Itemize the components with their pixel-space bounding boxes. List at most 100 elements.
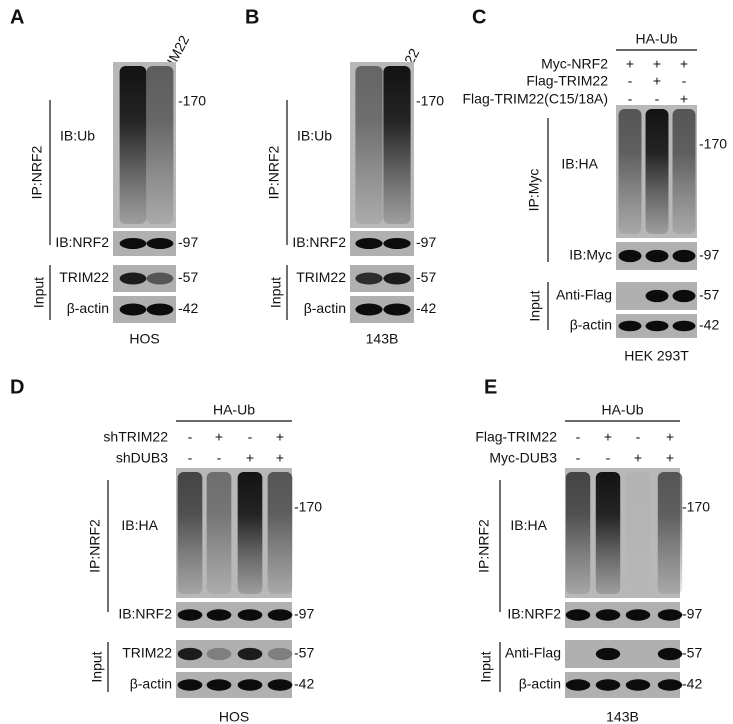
band [146,272,174,285]
band [267,647,293,661]
smear [618,109,642,234]
smear [645,109,669,234]
band [657,609,683,621]
band [618,320,642,332]
treatment-sign: + [666,450,674,466]
band [672,249,696,263]
band [206,647,232,661]
panel-label: E [484,376,497,398]
panel-label: B [245,6,259,28]
marker: -97 [294,606,314,622]
band [595,679,621,691]
blot-label: IB:Ub [60,127,95,143]
band [237,679,263,691]
treatment-sign: - [628,73,633,89]
cell-line: 143B [366,331,399,347]
smear [237,472,263,594]
band [625,609,651,621]
treatment-name: Flag-TRIM22 [526,73,608,89]
blot-label: IB:HA [561,156,598,172]
ip-label: IP:Myc [526,169,542,212]
band [625,679,651,691]
treatment-sign: - [628,91,633,107]
band [119,303,147,316]
band [618,249,642,263]
blot-label: IB:NRF2 [55,234,109,250]
blot-label: IB:NRF2 [507,606,561,622]
blot-label: Anti-Flag [505,645,561,661]
marker: -170 [416,93,444,109]
band [565,679,591,691]
treatment-sign: - [248,429,253,445]
panel: E HA-Ub Flag-TRIM22 - + - + Myc-DUB3 - - + + IB:HA -1… [475,376,710,724]
ip-label: IP:NRF2 [87,519,103,573]
treatment-name: shTRIM22 [103,429,168,445]
smear [177,472,203,594]
band [267,679,293,691]
panel-label: D [10,376,24,398]
smear [267,472,293,594]
band [595,609,621,621]
header: HA-Ub [213,402,255,418]
blot-label: IB:NRF2 [118,606,172,622]
header: HA-Ub [601,402,643,418]
treatment-sign: + [626,56,634,72]
treatment-sign: + [604,429,612,445]
band [177,679,203,691]
band [645,289,669,303]
band [383,303,411,316]
smear [355,66,383,224]
treatment-sign: + [680,56,688,72]
blot-label: β-actin [570,317,612,333]
treatment-name: Flag-TRIM22(C15/18A) [463,91,609,107]
blot-label: β-actin [130,676,172,692]
treatment-sign: + [666,429,674,445]
smear [383,66,411,224]
band [657,679,683,691]
panel: AshNCshTRIM22IB:Ub-170IB:NRF2-97TRIM22-5… [10,6,206,346]
band [206,609,232,621]
band [355,303,383,316]
cell-line: HOS [129,331,159,347]
cell-line: 143B [606,709,639,724]
band [355,272,383,285]
treatment-name: Myc-NRF2 [541,56,608,72]
smear [595,472,621,594]
treatment-sign: + [653,73,661,89]
marker: -97 [178,234,198,250]
blot-label: β-actin [304,300,346,316]
blot-label: IB:Myc [569,247,612,263]
blot-label: IB:Ub [297,127,332,143]
input-label: Input [89,651,105,682]
blot-label: IB:HA [121,517,158,533]
treatment-sign: - [636,429,641,445]
smear [565,472,591,594]
marker: -170 [682,499,710,515]
treatment-sign: - [655,91,660,107]
band [383,272,411,285]
blot-label: IB:NRF2 [292,234,346,250]
marker: -42 [682,676,702,692]
input-label: Input [268,277,284,308]
ip-label: IP:NRF2 [29,145,45,199]
panel: D HA-Ub shTRIM22 - + - + shDUB3 - - + + IB:HA -170 IB:… [10,376,322,724]
band [645,320,669,332]
treatment-name: shDUB3 [116,450,168,466]
panel-label: A [10,6,24,28]
band [383,238,411,249]
band [237,609,263,621]
treatment-sign: + [276,450,284,466]
ip-label: IP:NRF2 [266,145,282,199]
smear [146,66,174,224]
blot-label: TRIM22 [122,645,172,661]
band [237,647,263,661]
marker: -57 [682,645,702,661]
smear [657,472,683,594]
marker: -57 [416,269,436,285]
treatment-sign: - [188,429,193,445]
band [672,320,696,332]
treatment-sign: + [215,429,223,445]
smear [119,66,147,224]
marker: -57 [699,287,719,303]
